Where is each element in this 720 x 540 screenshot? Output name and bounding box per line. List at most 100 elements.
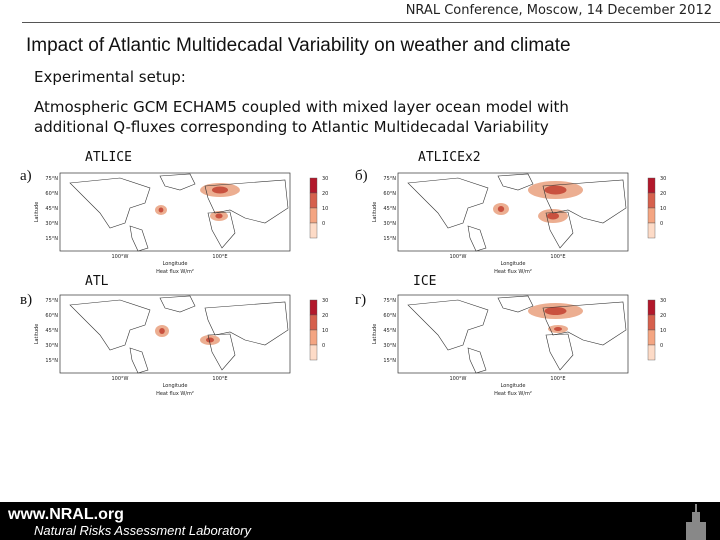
map-figure: 75°N 60°N 45°N 30°N 15°N 100°W 100°E Latitude Lo… <box>372 172 666 275</box>
continent <box>467 225 487 252</box>
lat-tick: 15°N <box>45 236 58 242</box>
colorbar-tick: 30 <box>322 298 328 304</box>
colorbar-tick: 0 <box>660 221 663 227</box>
colorbar-tick: 10 <box>660 328 666 334</box>
colorbar-tick: 0 <box>322 221 325 227</box>
x-axis-label: Longitude <box>501 261 526 267</box>
colorbar-swatch <box>647 299 656 316</box>
y-axis-label: Latitude <box>372 202 378 223</box>
lat-tick: 15°N <box>383 358 396 364</box>
anomaly-core <box>206 337 214 343</box>
x-axis-label: Longitude <box>163 261 188 267</box>
continent <box>204 179 289 224</box>
map-frame <box>59 172 291 252</box>
continent <box>545 333 574 371</box>
continent <box>207 211 236 249</box>
lat-tick: 75°N <box>45 176 58 182</box>
colorbar-tick: 0 <box>322 343 325 349</box>
panel-label: ATLICE <box>85 150 132 165</box>
lon-tick: 100°E <box>550 376 565 382</box>
anomaly-core <box>544 185 567 195</box>
colorbar-title: Heat flux W/m² <box>494 391 532 397</box>
lon-tick: 100°W <box>112 254 129 260</box>
colorbar-swatch <box>309 329 318 346</box>
y-axis-label: Latitude <box>372 324 378 345</box>
colorbar-swatch <box>309 192 318 209</box>
colorbar-title: Heat flux W/m² <box>156 391 194 397</box>
continent <box>159 295 196 313</box>
colorbar-title: Heat flux W/m² <box>156 269 194 275</box>
colorbar-swatch <box>309 222 318 239</box>
colorbar-tick: 20 <box>322 191 328 197</box>
anomaly-core <box>215 213 223 219</box>
lat-tick: 15°N <box>45 358 58 364</box>
map-frame <box>397 172 629 252</box>
lon-tick: 100°E <box>212 254 227 260</box>
panel-letter: б) <box>355 168 368 184</box>
colorbar-tick: 30 <box>660 176 666 182</box>
lon-tick: 100°W <box>450 254 467 260</box>
lat-tick: 60°N <box>383 313 396 319</box>
colorbar-tick: 30 <box>660 298 666 304</box>
lat-tick: 30°N <box>383 343 396 349</box>
colorbar-swatch <box>647 222 656 239</box>
setup-text: Atmospheric GCM ECHAM5 coupled with mixe… <box>34 98 569 116</box>
lat-tick: 75°N <box>383 176 396 182</box>
lat-tick: 30°N <box>45 343 58 349</box>
lat-tick: 45°N <box>383 328 396 334</box>
continent <box>129 225 149 252</box>
setup-heading: Experimental setup: <box>34 68 186 86</box>
panel-label: ATLICEx2 <box>418 150 481 165</box>
x-axis-label: Longitude <box>501 383 526 389</box>
colorbar-tick: 10 <box>660 206 666 212</box>
lon-tick: 100°W <box>112 376 129 382</box>
anomaly-core <box>212 186 228 194</box>
map-figure: 75°N 60°N 45°N 30°N 15°N 100°W 100°E Latitude Lo… <box>34 172 328 275</box>
lat-tick: 30°N <box>45 221 58 227</box>
continent <box>204 301 289 346</box>
setup-text: additional Q-fluxes corresponding to Atl… <box>34 118 549 136</box>
lat-tick: 60°N <box>383 191 396 197</box>
title: Impact of Atlantic Multidecadal Variabil… <box>26 35 571 56</box>
anomaly-core <box>159 328 165 334</box>
continent <box>407 299 489 351</box>
continent <box>159 173 196 191</box>
colorbar-swatch <box>647 192 656 209</box>
lat-tick: 45°N <box>45 206 58 212</box>
continent <box>542 179 627 224</box>
colorbar-swatch <box>309 299 318 316</box>
lon-tick: 100°E <box>550 254 565 260</box>
continent <box>407 177 489 229</box>
lat-tick: 75°N <box>383 298 396 304</box>
footer-url: www.NRAL.org <box>8 506 124 523</box>
panel-label: ICE <box>413 274 437 289</box>
continent <box>467 347 487 374</box>
colorbar-swatch <box>647 344 656 361</box>
colorbar-tick: 20 <box>322 313 328 319</box>
colorbar-tick: 20 <box>660 313 666 319</box>
map-frame <box>397 294 629 374</box>
lat-tick: 75°N <box>45 298 58 304</box>
logo <box>686 504 706 540</box>
lat-tick: 30°N <box>383 221 396 227</box>
continent <box>69 177 151 229</box>
y-axis-label: Latitude <box>34 324 40 345</box>
continent <box>207 333 236 371</box>
anomaly-core <box>554 327 562 331</box>
colorbar-tick: 10 <box>322 206 328 212</box>
colorbar-swatch <box>309 207 318 224</box>
colorbar-swatch <box>647 207 656 224</box>
anomaly-core <box>158 207 164 213</box>
anomaly-core <box>547 212 559 220</box>
lat-tick: 45°N <box>383 206 396 212</box>
lat-tick: 60°N <box>45 313 58 319</box>
lon-tick: 100°E <box>212 376 227 382</box>
lon-tick: 100°W <box>450 376 467 382</box>
panel-letter: а) <box>20 168 32 184</box>
header: NRAL Conference, Moscow, 14 December 201… <box>405 3 712 18</box>
y-axis-label: Latitude <box>34 202 40 223</box>
colorbar-swatch <box>309 314 318 331</box>
colorbar-swatch <box>647 177 656 194</box>
continent <box>69 299 151 351</box>
